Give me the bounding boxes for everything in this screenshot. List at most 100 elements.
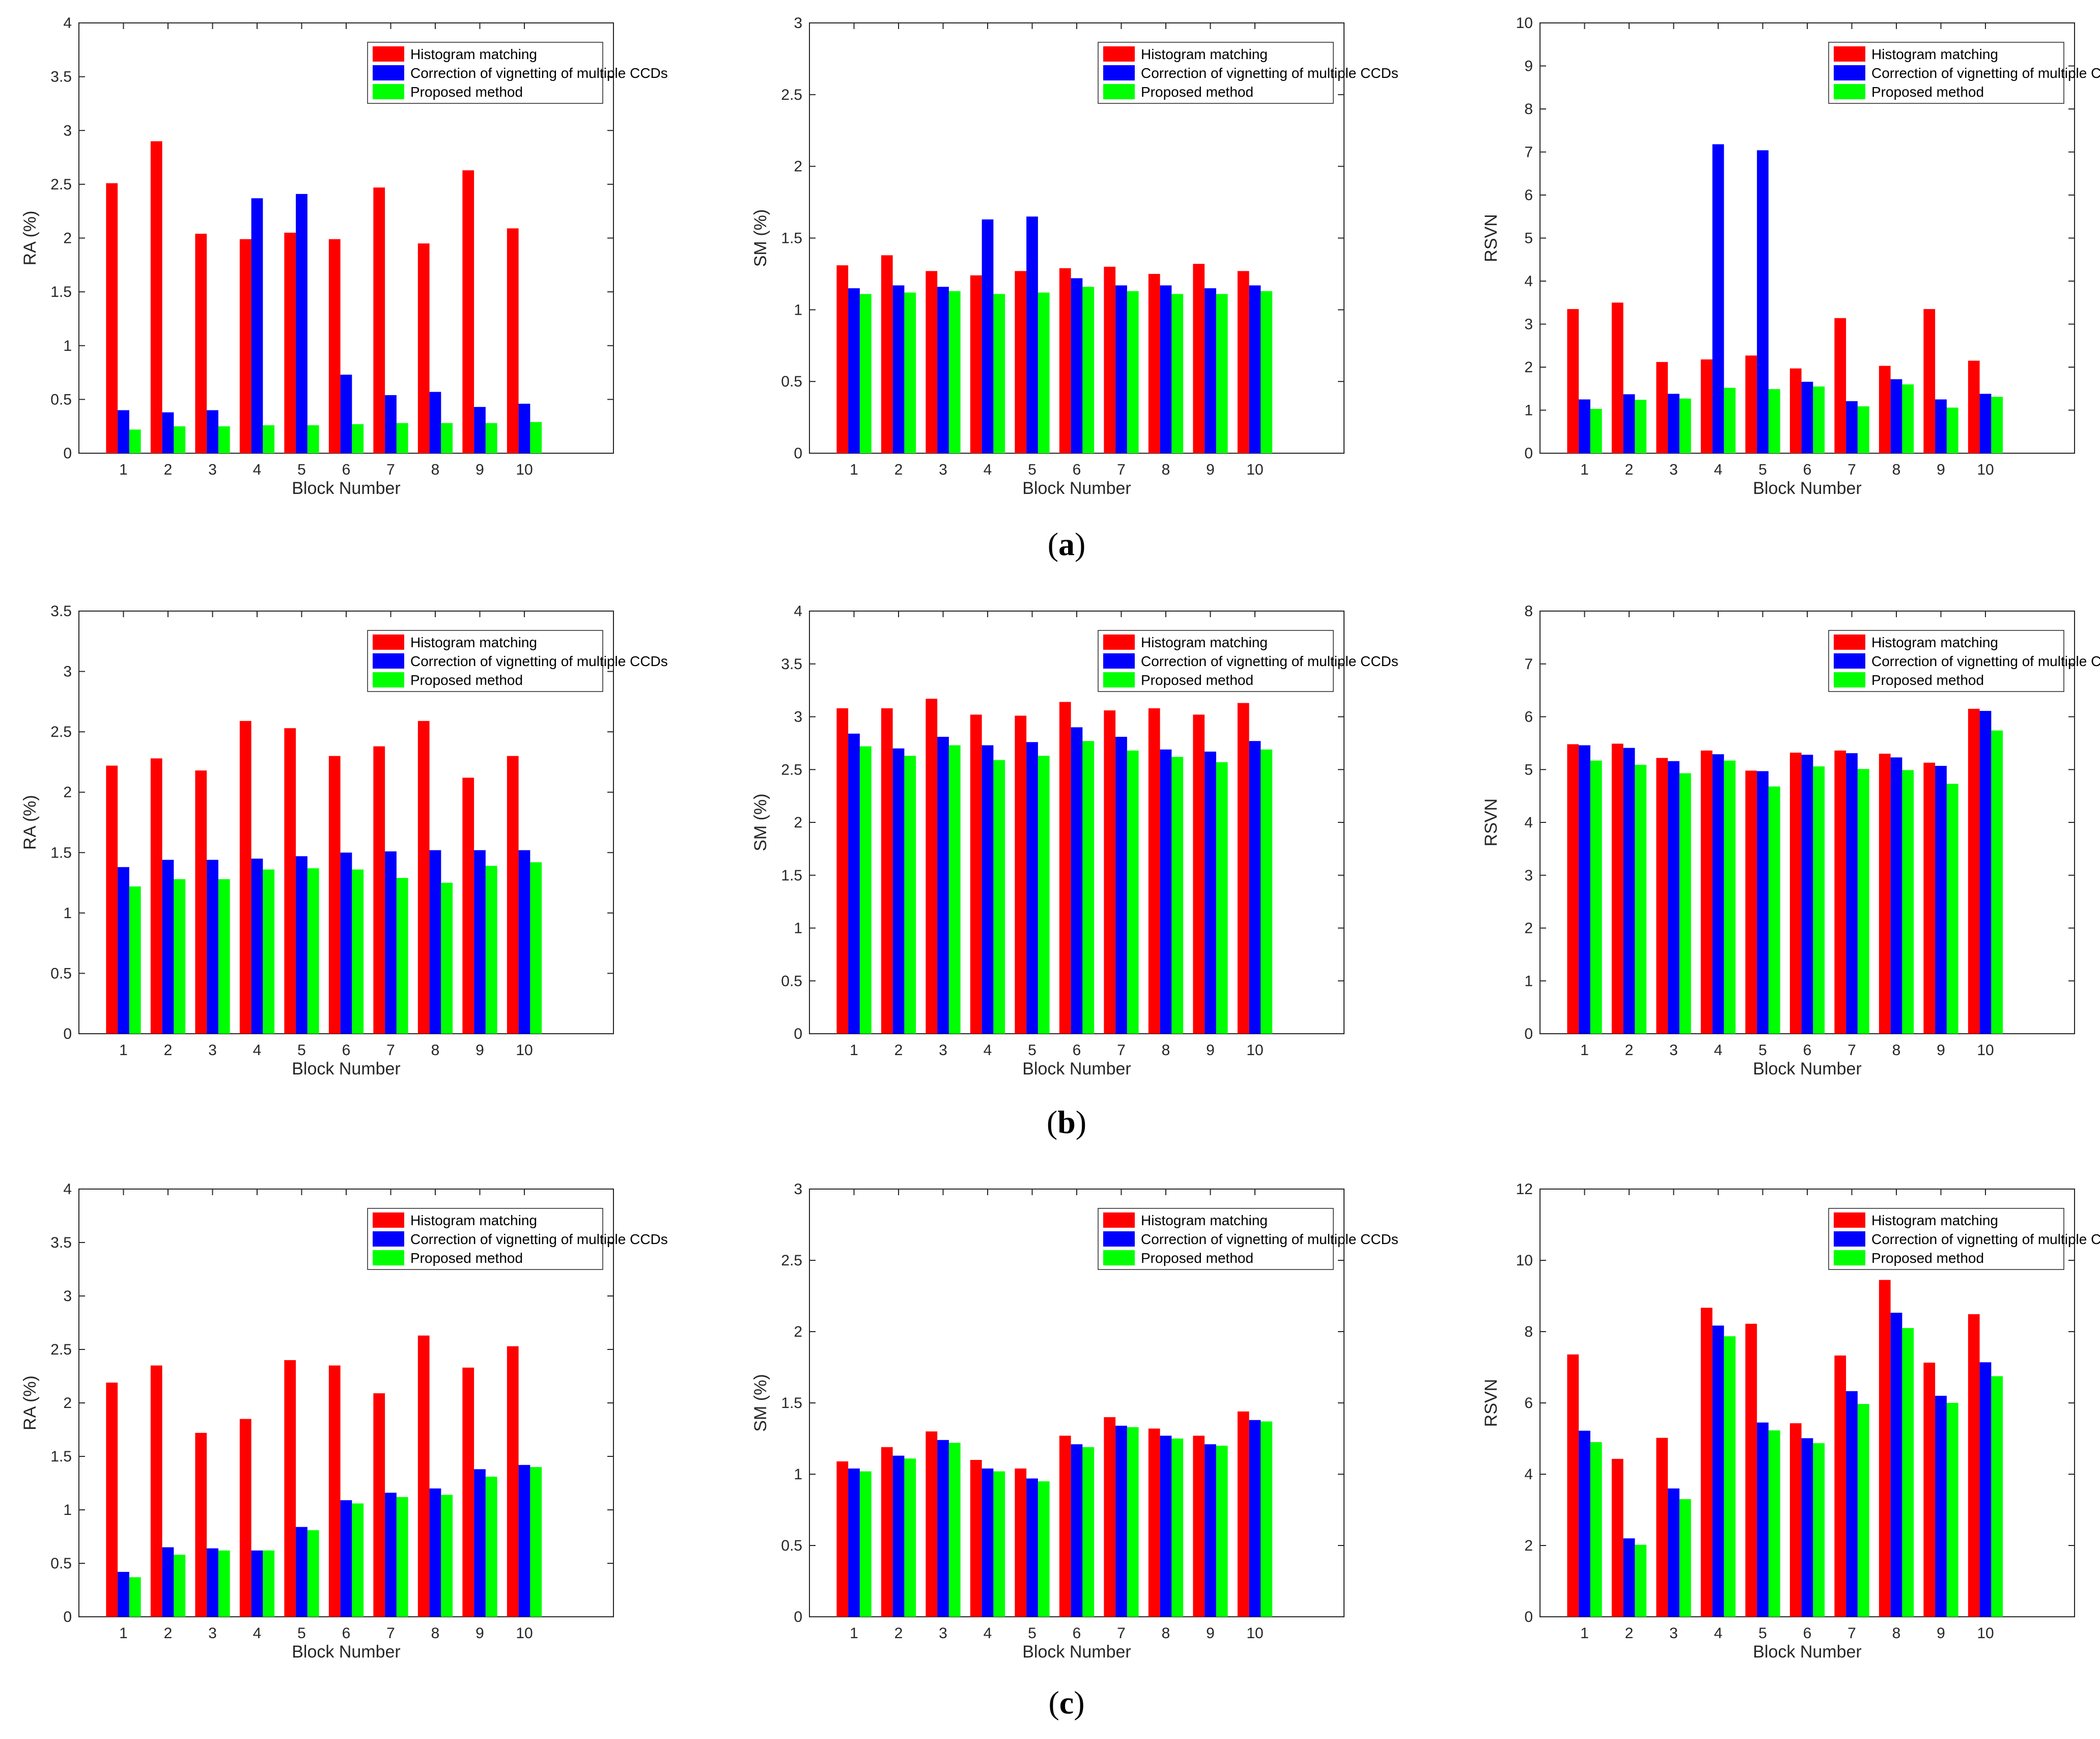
bar-vignetting-block-3 <box>937 287 949 453</box>
y-axis-label: SM (%) <box>751 793 770 851</box>
bar-histogram-block-6 <box>1789 368 1802 453</box>
y-tick-label: 4 <box>1524 1466 1533 1483</box>
legend-box <box>1098 630 1334 692</box>
bar-vignetting-block-10 <box>518 1465 530 1617</box>
bar-proposed-block-10 <box>1261 749 1273 1034</box>
bar-proposed-block-4 <box>993 1471 1005 1617</box>
bar-proposed-block-2 <box>174 879 186 1034</box>
bar-vignetting-block-2 <box>892 285 905 453</box>
bar-histogram-block-8 <box>1879 1280 1891 1617</box>
x-tick-label: 1 <box>119 1042 128 1059</box>
x-tick-label: 10 <box>1246 1042 1263 1059</box>
bar-histogram-block-6 <box>1789 753 1802 1034</box>
bar-histogram-block-9 <box>462 170 474 454</box>
legend-label-histogram: Histogram matching <box>1141 1212 1268 1228</box>
legend-swatch-histogram <box>1103 634 1135 650</box>
bar-proposed-block-5 <box>307 1530 319 1617</box>
x-tick-label: 5 <box>1028 461 1037 478</box>
bar-vignetting-block-3 <box>1668 394 1679 453</box>
x-tick-label: 3 <box>1669 1042 1678 1059</box>
y-tick-label: 2 <box>794 814 802 831</box>
legend-swatch-proposed <box>1834 672 1865 687</box>
bar-proposed-block-8 <box>1171 757 1184 1034</box>
chart-5: 0 0.5 1 1.5 2 2.5 3 3.5 4 1 2 3 4 5 6 7 8 9 10 Block Number… <box>751 603 1398 1079</box>
bar-histogram-block-7 <box>1834 750 1846 1034</box>
bar-histogram-block-8 <box>1148 1428 1160 1617</box>
bar-histogram-block-3 <box>926 699 938 1034</box>
x-tick-label: 8 <box>1892 461 1901 478</box>
y-tick-label: 0 <box>794 445 802 462</box>
bar-histogram-block-5 <box>1015 715 1027 1034</box>
x-axis-label: Block Number <box>292 1059 401 1079</box>
legend-box <box>1098 1208 1334 1270</box>
y-tick-label: 5 <box>1524 761 1533 778</box>
legend-swatch-vignetting <box>373 1231 404 1247</box>
y-tick-label: 0 <box>1524 1609 1533 1625</box>
bar-histogram-block-5 <box>284 232 296 453</box>
x-tick-label: 10 <box>1977 1042 1994 1059</box>
y-tick-label: 1.5 <box>50 284 72 300</box>
bar-proposed-block-4 <box>1724 1336 1736 1617</box>
bar-vignetting-block-8 <box>1160 1436 1172 1617</box>
bar-proposed-block-9 <box>1216 1446 1228 1617</box>
legend: Histogram matching Correction of vignetti… <box>367 1208 668 1270</box>
y-tick-label: 3 <box>1524 867 1533 884</box>
y-tick-label: 1.5 <box>781 230 802 247</box>
bar-vignetting-block-1 <box>848 288 860 453</box>
panel-label-c: (c) <box>1048 1685 1084 1721</box>
legend-swatch-vignetting <box>1103 1231 1135 1247</box>
bar-proposed-block-1 <box>859 1471 872 1617</box>
bar-proposed-block-8 <box>441 1495 453 1617</box>
legend-label-proposed: Proposed method <box>410 84 523 100</box>
bar-proposed-block-10 <box>530 1467 542 1617</box>
bar-proposed-block-5 <box>307 425 319 453</box>
bar-histogram-block-9 <box>462 1367 474 1617</box>
bar-vignetting-block-5 <box>296 1527 307 1617</box>
chart-7: 0 0.5 1 1.5 2 2.5 3 3.5 4 1 2 3 4 5 6 7 8 9 10 Block Number… <box>20 1181 668 1662</box>
bar-proposed-block-6 <box>1813 766 1825 1034</box>
bar-histogram-block-5 <box>1015 1468 1027 1617</box>
legend-swatch-histogram <box>1834 634 1865 650</box>
bar-proposed-block-10 <box>1991 397 2003 453</box>
bar-vignetting-block-5 <box>1757 150 1769 453</box>
bar-vignetting-block-1 <box>1579 1430 1590 1617</box>
bar-proposed-block-6 <box>352 869 364 1034</box>
bar-histogram-block-10 <box>1237 1411 1249 1617</box>
bar-vignetting-block-8 <box>1890 1312 1902 1617</box>
bar-histogram-block-6 <box>328 1365 341 1617</box>
x-tick-label: 5 <box>297 1042 306 1059</box>
x-tick-label: 5 <box>1028 1042 1037 1059</box>
y-tick-label: 2 <box>1524 1537 1533 1554</box>
bar-vignetting-block-5 <box>1757 771 1769 1034</box>
bar-proposed-block-3 <box>1679 398 1691 453</box>
bar-histogram-block-10 <box>1237 271 1249 453</box>
x-tick-label: 10 <box>1246 1625 1263 1642</box>
bar-vignetting-block-9 <box>474 1469 486 1617</box>
y-tick-label: 1 <box>1524 402 1533 419</box>
bar-histogram-block-10 <box>1237 703 1249 1034</box>
bar-vignetting-block-3 <box>207 1548 218 1617</box>
bar-vignetting-block-10 <box>1249 741 1261 1034</box>
bar-vignetting-block-6 <box>1801 381 1813 453</box>
x-tick-label: 7 <box>386 1625 395 1642</box>
bar-vignetting-block-9 <box>1205 1444 1216 1617</box>
bar-histogram-block-2 <box>150 141 162 453</box>
legend-label-vignetting: Correction of vignetting of multiple CCD… <box>1871 65 2100 81</box>
x-tick-label: 3 <box>1669 1625 1678 1642</box>
bar-histogram-block-10 <box>1968 361 1980 453</box>
y-tick-label: 2 <box>63 1395 72 1412</box>
bar-histogram-block-4 <box>239 1419 251 1617</box>
bar-histogram-block-6 <box>1059 702 1071 1034</box>
x-tick-label: 7 <box>1847 461 1856 478</box>
bar-histogram-block-3 <box>926 1431 938 1617</box>
bar-histogram-block-7 <box>1104 1417 1116 1617</box>
y-tick-label: 3 <box>63 664 72 680</box>
legend-label-histogram: Histogram matching <box>1871 634 1998 650</box>
bar-vignetting-block-9 <box>1935 399 1947 453</box>
legend-label-proposed: Proposed method <box>410 672 523 688</box>
bar-proposed-block-2 <box>904 756 916 1034</box>
y-tick-label: 0.5 <box>781 973 802 989</box>
legend-label-vignetting: Correction of vignetting of multiple CCD… <box>1141 65 1398 81</box>
bar-histogram-block-3 <box>1656 362 1668 453</box>
